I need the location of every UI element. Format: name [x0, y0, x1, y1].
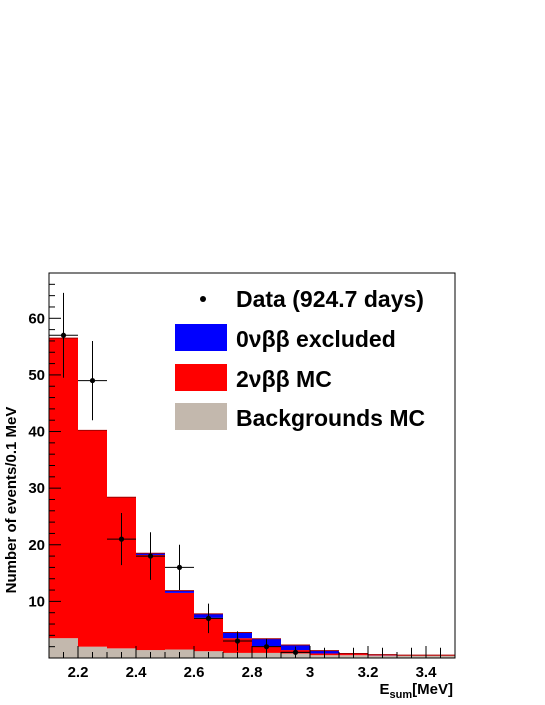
legend-0vbb-swatch [175, 324, 227, 351]
y-tick-label: 30 [28, 480, 45, 497]
x-tick-label: 2.2 [68, 664, 89, 681]
data-point-1 [78, 340, 107, 421]
bar-2vbb-4 [165, 592, 194, 650]
y-tick-label: 20 [28, 537, 45, 554]
data-point-0 [49, 292, 78, 378]
x-tick-label: 3.2 [358, 664, 379, 681]
data-point-6 [223, 631, 252, 651]
data-point-5 [194, 603, 223, 634]
bar-backgrounds-0 [49, 638, 78, 658]
legend-0vbb-label: 0νββ excluded [236, 326, 396, 352]
y-tick-label: 10 [28, 593, 45, 610]
y-tick-label: 60 [28, 310, 45, 327]
data-point-3 [136, 532, 165, 580]
y-tick-label: 50 [28, 367, 45, 384]
legend-backgrounds-label: Backgrounds MC [236, 405, 425, 431]
x-axis-label: Esum[MeV] [380, 681, 453, 701]
legend-data-label: Data (924.7 days) [236, 286, 424, 312]
y-axis-label: Number of events/0.1 MeV [3, 407, 20, 594]
data-point-4 [165, 544, 194, 591]
legend: Data (924.7 days) 0νββ excluded 2νββ MC … [175, 286, 425, 431]
y-axis: 10 20 30 40 50 60 [28, 283, 61, 648]
legend-2vbb-label: 2νββ MC [236, 366, 332, 392]
bar-0vbb-4 [165, 590, 194, 593]
data-point-7 [252, 638, 281, 655]
bar-2vbb-1 [78, 430, 107, 647]
x-tick-label: 3 [306, 664, 314, 681]
data-point-2 [107, 513, 136, 566]
x-axis: 2.2 2.4 2.6 2.8 3 3.2 3.4 [48, 646, 456, 681]
x-tick-label: 2.4 [126, 664, 148, 681]
legend-data-marker [200, 296, 206, 302]
x-tick-label: 2.6 [184, 664, 205, 681]
x-tick-label: 3.4 [416, 664, 438, 681]
y-tick-label: 40 [28, 424, 45, 441]
legend-2vbb-swatch [175, 364, 227, 391]
x-tick-label: 2.8 [242, 664, 263, 681]
legend-backgrounds-swatch [175, 403, 227, 430]
